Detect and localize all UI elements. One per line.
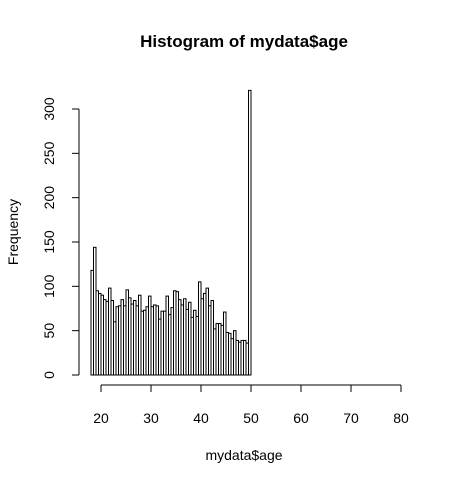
bars-group [90, 89, 252, 376]
y-axis: 0 50 100 150 200 250 300 [41, 97, 80, 379]
histogram-bar [248, 89, 252, 376]
x-tick-label: 40 [193, 410, 209, 426]
y-tick-label: 250 [41, 141, 57, 165]
x-tick-label: 30 [143, 410, 159, 426]
y-tick-label: 100 [41, 274, 57, 298]
y-tick-label: 300 [41, 97, 57, 121]
y-tick-label: 150 [41, 230, 57, 254]
y-axis-label: Frequency [5, 199, 21, 265]
x-axis-label: mydata$age [205, 447, 282, 463]
x-tick-label: 50 [243, 410, 259, 426]
x-tick-label: 20 [93, 410, 109, 426]
y-tick-label: 200 [41, 186, 57, 210]
y-tick-label: 0 [41, 371, 57, 379]
x-tick-label: 60 [293, 410, 309, 426]
x-tick-label: 80 [393, 410, 409, 426]
chart-title: Histogram of mydata$age [140, 32, 348, 51]
y-tick-label: 50 [41, 323, 57, 339]
x-tick-label: 70 [343, 410, 359, 426]
x-axis: 20 30 40 50 60 70 80 [93, 384, 409, 426]
